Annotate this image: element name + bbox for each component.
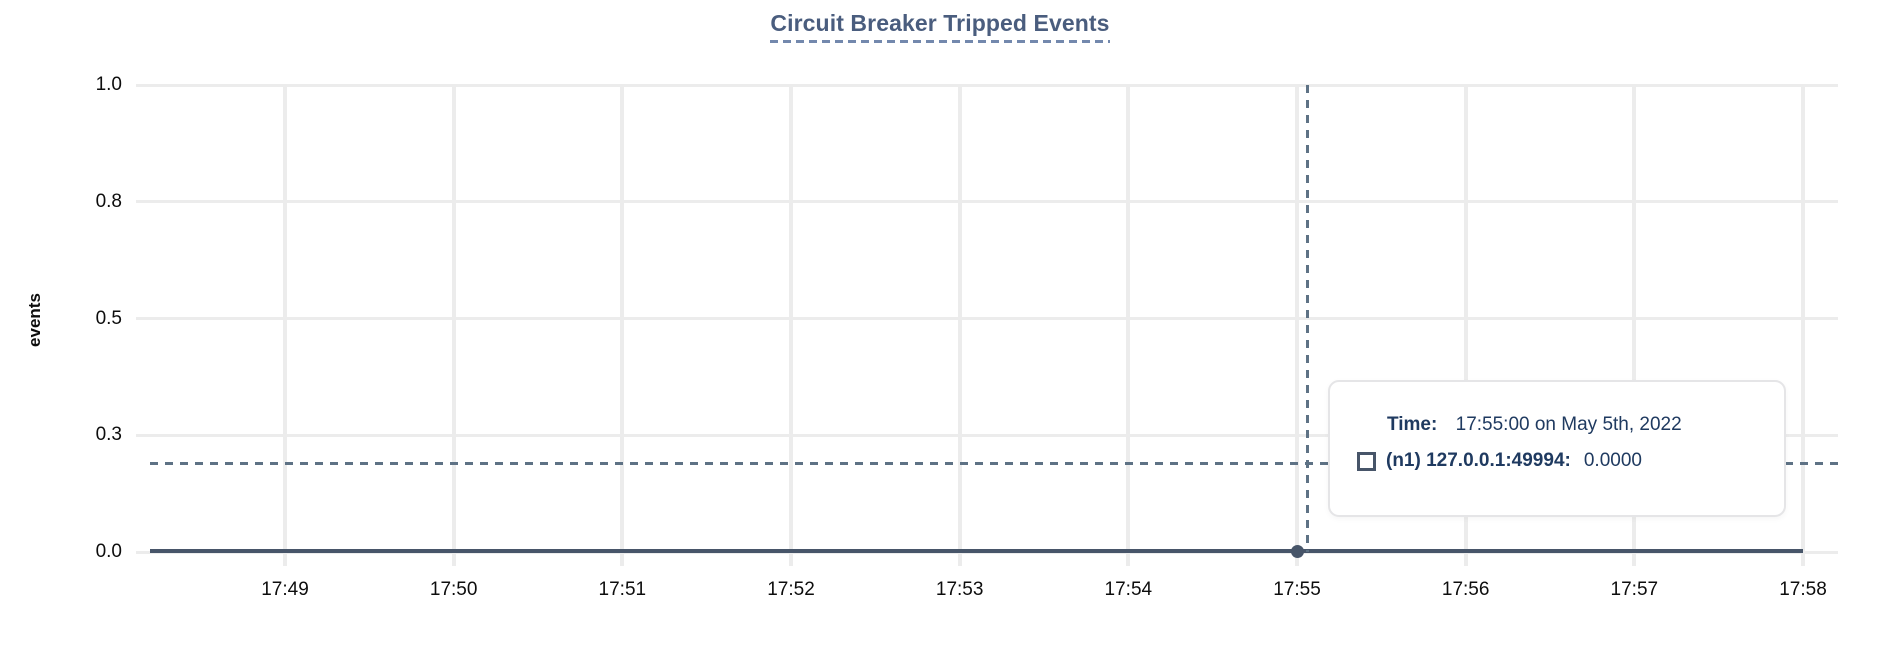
y-tick-label: 0.8: [95, 190, 122, 212]
x-tick-mark: [283, 552, 287, 566]
x-tick-mark: [1463, 552, 1468, 566]
cursor-vertical-line: [1306, 85, 1309, 552]
gridline-vertical: [789, 85, 793, 552]
y-tick-label: 0.5: [95, 307, 122, 329]
x-tick-mark: [1295, 552, 1299, 566]
x-tick-mark: [1801, 552, 1805, 566]
x-tick-label: 17:50: [429, 579, 478, 600]
gridline-vertical: [620, 85, 625, 552]
x-tick-mark: [957, 552, 962, 566]
tooltip-series-row: (n1) 127.0.0.1:49994: 0.0000: [1357, 450, 1784, 472]
gridline-vertical: [451, 85, 456, 552]
x-tick-label: 17:58: [1779, 579, 1827, 600]
gridline-vertical: [1126, 85, 1131, 552]
y-tick-mark: [136, 200, 150, 204]
x-tick-mark: [451, 552, 456, 566]
gridline-vertical: [1295, 85, 1299, 552]
series-line: [150, 549, 1803, 553]
y-tick-label: 0.3: [95, 424, 122, 446]
chart-header: Circuit Breaker Tripped Events: [0, 10, 1880, 43]
x-tick-label: 17:51: [598, 579, 647, 600]
gridline-horizontal: [150, 317, 1838, 320]
hovered-data-point[interactable]: [1290, 544, 1304, 558]
tooltip-series-label: (n1) 127.0.0.1:49994:: [1386, 450, 1571, 471]
x-tick-mark: [1632, 552, 1637, 566]
gridline-vertical: [1632, 85, 1637, 552]
x-tick-label: 17:55: [1273, 579, 1321, 600]
x-tick-mark: [1126, 552, 1131, 566]
gridline-vertical: [283, 85, 287, 552]
gridline-vertical: [1463, 85, 1468, 552]
y-tick-mark: [136, 317, 150, 320]
x-tick-label: 17:53: [935, 579, 984, 600]
x-tick-label: 17:56: [1441, 579, 1490, 600]
gridline-vertical: [957, 85, 962, 552]
gridline-horizontal: [150, 200, 1838, 204]
y-tick-mark: [136, 433, 150, 437]
y-tick-label: 0.0: [95, 541, 122, 562]
tooltip-time-value: 17:55:00 on May 5th, 2022: [1455, 414, 1682, 435]
y-tick-label: 1.0: [95, 74, 122, 95]
y-tick-mark: [136, 83, 150, 87]
gridline-vertical: [1801, 85, 1805, 552]
x-tick-label: 17:52: [767, 579, 815, 600]
tooltip: Time: 17:55:00 on May 5th, 2022 (n1) 127…: [1328, 380, 1786, 517]
tooltip-time-label: Time:: [1387, 414, 1438, 435]
x-tick-mark: [620, 552, 625, 566]
gridline-horizontal: [150, 433, 1838, 437]
gridline-horizontal: [150, 83, 1838, 87]
y-tick-mark: [136, 550, 150, 554]
x-tick-label: 17:54: [1104, 579, 1153, 600]
x-tick-label: 17:49: [261, 579, 309, 600]
x-tick-mark: [789, 552, 793, 566]
series-square-marker-icon: [1357, 451, 1376, 471]
chart-title[interactable]: Circuit Breaker Tripped Events: [770, 10, 1110, 43]
cursor-horizontal-line: [150, 462, 1838, 465]
tooltip-time-row: Time: 17:55:00 on May 5th, 2022: [1387, 414, 1784, 436]
tooltip-series-value: 0.0000: [1583, 450, 1642, 471]
x-tick-label: 17:57: [1610, 579, 1659, 600]
